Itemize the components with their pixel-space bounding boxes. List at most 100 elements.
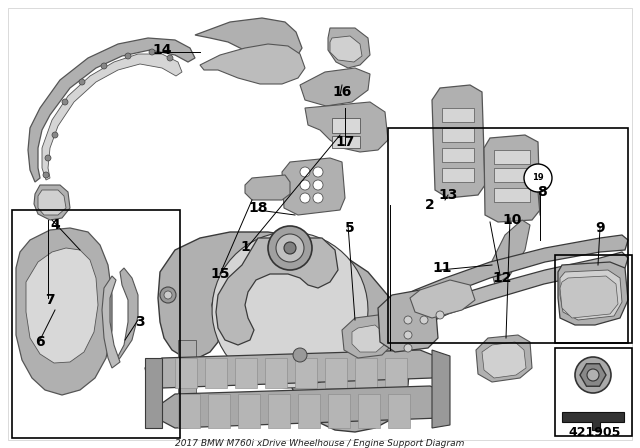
Text: 9: 9 xyxy=(595,221,605,235)
Bar xyxy=(442,148,474,162)
Circle shape xyxy=(313,193,323,203)
Circle shape xyxy=(276,234,304,262)
Polygon shape xyxy=(178,394,200,428)
Bar xyxy=(494,188,530,202)
Text: 12: 12 xyxy=(492,271,512,285)
Polygon shape xyxy=(145,350,438,388)
Circle shape xyxy=(62,99,68,105)
Polygon shape xyxy=(102,276,120,368)
Text: 5: 5 xyxy=(345,221,355,235)
Polygon shape xyxy=(580,364,606,386)
Bar xyxy=(332,118,360,133)
Bar xyxy=(12,210,180,438)
Polygon shape xyxy=(395,235,628,320)
Circle shape xyxy=(164,291,172,299)
Polygon shape xyxy=(490,220,530,285)
Polygon shape xyxy=(175,358,197,388)
Polygon shape xyxy=(378,290,438,352)
Polygon shape xyxy=(28,38,195,182)
Text: 13: 13 xyxy=(438,188,458,202)
Text: 10: 10 xyxy=(502,213,522,227)
Polygon shape xyxy=(42,54,182,180)
Polygon shape xyxy=(238,394,260,428)
Polygon shape xyxy=(245,175,290,200)
Bar xyxy=(388,128,628,343)
Polygon shape xyxy=(328,394,350,428)
Polygon shape xyxy=(145,358,162,428)
Text: 1: 1 xyxy=(240,240,250,254)
Circle shape xyxy=(125,53,131,59)
Circle shape xyxy=(167,55,173,61)
Bar xyxy=(442,108,474,122)
Bar xyxy=(555,255,632,343)
Circle shape xyxy=(404,316,412,324)
Text: 4: 4 xyxy=(50,218,60,232)
Text: 16: 16 xyxy=(332,85,352,99)
Polygon shape xyxy=(388,394,410,428)
Text: 3: 3 xyxy=(135,315,145,329)
Polygon shape xyxy=(265,358,287,388)
Circle shape xyxy=(52,132,58,138)
Text: 15: 15 xyxy=(211,267,230,281)
Polygon shape xyxy=(282,158,345,215)
Polygon shape xyxy=(16,228,112,395)
Polygon shape xyxy=(558,262,628,325)
Polygon shape xyxy=(330,36,362,62)
Text: 19: 19 xyxy=(532,173,544,182)
Circle shape xyxy=(436,311,444,319)
Polygon shape xyxy=(300,68,370,106)
Text: 2017 BMW M760i xDrive Wheelhouse / Engine Support Diagram: 2017 BMW M760i xDrive Wheelhouse / Engin… xyxy=(175,439,465,448)
Polygon shape xyxy=(432,350,450,428)
Circle shape xyxy=(404,331,412,339)
Text: 18: 18 xyxy=(248,201,268,215)
Circle shape xyxy=(404,344,412,352)
Circle shape xyxy=(45,155,51,161)
Circle shape xyxy=(587,369,599,381)
Polygon shape xyxy=(482,342,526,378)
Text: 2: 2 xyxy=(425,198,435,212)
Polygon shape xyxy=(295,358,317,388)
Polygon shape xyxy=(195,18,302,62)
Text: 421905: 421905 xyxy=(569,426,621,439)
Bar xyxy=(442,128,474,142)
Polygon shape xyxy=(298,394,320,428)
Polygon shape xyxy=(38,190,66,215)
Bar xyxy=(494,150,530,164)
Circle shape xyxy=(149,49,155,55)
Circle shape xyxy=(300,180,310,190)
Polygon shape xyxy=(216,238,338,345)
Polygon shape xyxy=(212,232,368,388)
Circle shape xyxy=(268,226,312,270)
Polygon shape xyxy=(158,232,410,432)
Polygon shape xyxy=(410,280,475,318)
Circle shape xyxy=(300,167,310,177)
Polygon shape xyxy=(432,85,485,198)
Circle shape xyxy=(313,180,323,190)
Polygon shape xyxy=(34,185,70,220)
Polygon shape xyxy=(358,394,380,428)
Circle shape xyxy=(101,63,107,69)
Polygon shape xyxy=(178,398,196,423)
Polygon shape xyxy=(484,135,540,222)
Circle shape xyxy=(575,357,611,393)
Circle shape xyxy=(79,79,85,85)
Bar xyxy=(442,168,474,182)
Polygon shape xyxy=(208,394,230,428)
Polygon shape xyxy=(562,412,624,430)
Circle shape xyxy=(300,193,310,203)
Polygon shape xyxy=(268,394,290,428)
Polygon shape xyxy=(476,335,532,382)
Circle shape xyxy=(160,287,176,303)
Polygon shape xyxy=(328,28,370,68)
Polygon shape xyxy=(26,248,98,363)
Circle shape xyxy=(43,172,49,178)
Text: 14: 14 xyxy=(152,43,172,57)
Bar xyxy=(494,168,530,182)
Circle shape xyxy=(313,167,323,177)
Polygon shape xyxy=(395,252,628,335)
Circle shape xyxy=(284,242,296,254)
Text: 17: 17 xyxy=(335,135,355,149)
Circle shape xyxy=(293,348,307,362)
Polygon shape xyxy=(342,315,392,358)
Polygon shape xyxy=(560,270,622,320)
